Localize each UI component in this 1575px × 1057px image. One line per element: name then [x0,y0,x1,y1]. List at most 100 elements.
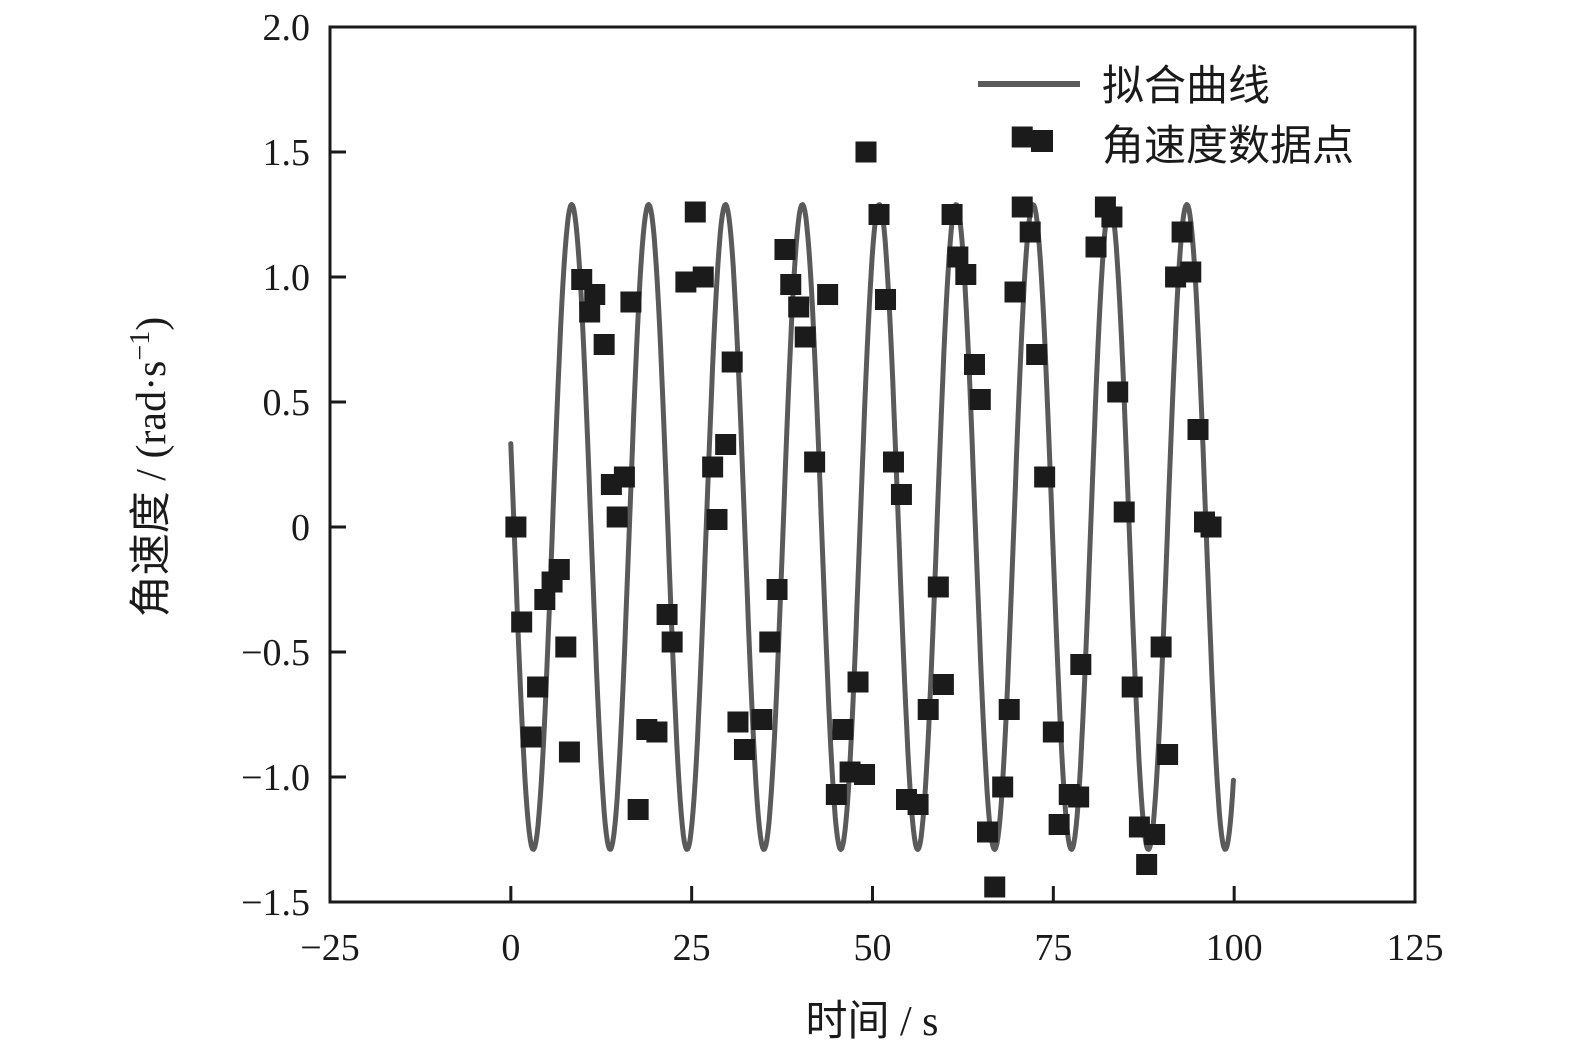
data-point [733,739,755,760]
data-point [584,284,606,305]
data-point [1150,636,1172,658]
data-point [555,636,577,658]
x-tick-label: 75 [1034,927,1072,969]
data-point [917,699,939,720]
data-point [548,559,570,580]
data-point [941,204,963,225]
data-point [766,579,788,600]
data-point [804,451,826,473]
data-point [534,589,556,610]
data-point [527,676,549,698]
y-axis-title: 角速度 / (rad·s−1) [125,317,175,617]
data-point [1101,206,1123,228]
y-tick-label: −1.0 [241,757,310,799]
x-tick-label: 100 [1206,927,1263,969]
data-point [963,354,985,375]
data-point [613,466,635,488]
data-point [1019,221,1041,243]
data-point [511,611,533,633]
y-tick-label: 1.0 [263,257,311,299]
data-point [882,451,904,473]
data-point [1068,786,1090,808]
data-point [759,631,781,653]
data-point [1026,344,1048,365]
data-point [558,741,580,763]
x-tick-label: 125 [1387,927,1444,969]
data-point [1157,744,1179,765]
data-point [977,821,999,843]
data-point [1034,466,1056,488]
legend-data-point-square-swatch [1031,130,1053,152]
data-point [854,764,876,785]
data-point [955,264,977,285]
y-tick-label: −1.5 [241,882,310,924]
y-tick-label: 1.5 [263,132,311,174]
legend-data-point-label: 角速度数据点 [1102,124,1354,170]
legend: 拟合曲线 角速度数据点 [978,64,1354,170]
tick-labels-layer: −25 0 25 50 75 100 125 2.0 1.5 1.0 0.5 0 −0.5 −1.0 −1.… [241,7,1443,969]
data-point [1004,281,1026,303]
data-point [646,721,668,743]
data-point [727,711,749,733]
y-tick-label: 2.0 [263,7,311,49]
x-tick-label: 25 [673,927,711,969]
data-point [1011,196,1033,218]
data-point [606,506,628,528]
data-point [868,204,890,225]
data-point [579,301,601,323]
data-point [1136,854,1158,875]
data-point [505,516,527,538]
scatter-points-layer [505,126,1222,898]
data-point [932,674,954,695]
data-point [675,271,697,293]
data-point [627,799,649,820]
data-point [969,389,991,410]
data-point [1113,501,1135,523]
x-tick-label: −25 [300,927,359,969]
data-point [593,334,615,355]
data-point [1200,516,1222,538]
data-point [692,266,714,288]
data-point [890,484,912,505]
data-point [656,604,678,625]
legend-fitted-curve-label: 拟合曲线 [1102,64,1270,110]
data-point [706,509,728,530]
data-point [992,776,1014,798]
data-point [1180,261,1202,283]
data-point [907,794,929,815]
data-point [1144,824,1166,845]
data-point [1171,221,1193,243]
data-point [751,709,773,730]
data-point [832,719,854,740]
data-point [620,291,642,313]
x-tick-label: 0 [501,927,520,969]
y-tick-label: 0.5 [263,382,311,424]
data-point [817,284,839,305]
data-point [715,434,737,455]
data-point [774,239,796,260]
data-point [1042,721,1064,743]
data-point [947,246,969,268]
data-point [1121,676,1143,698]
data-point [721,351,743,373]
data-point [875,289,897,310]
data-point [998,699,1020,720]
x-tick-label: 50 [854,927,892,969]
data-point [1187,419,1209,440]
data-point [825,784,847,805]
y-tick-label: 0 [291,507,310,549]
data-point [794,326,816,348]
data-point [1048,814,1070,835]
data-point [855,141,877,163]
data-point [780,274,802,295]
data-point [788,296,810,318]
data-point [984,876,1006,898]
data-point [520,726,542,748]
data-point [684,201,706,223]
data-point [1107,381,1129,403]
y-tick-label: −0.5 [241,632,310,674]
data-point [661,631,683,653]
x-axis-title: 时间 / s [805,999,938,1045]
